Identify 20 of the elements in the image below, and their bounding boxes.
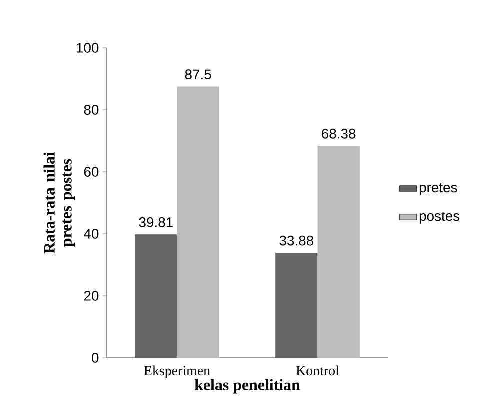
bar [177,86,220,358]
data-label: 39.81 [139,218,173,228]
x-tick-label: Kontrol [296,366,340,376]
y-tick-label: 60 [84,167,99,177]
bar [318,146,360,358]
y-tick-label: 40 [84,229,99,239]
y-tick-label: 20 [84,291,99,301]
y-tick-label: 0 [92,353,99,363]
y-axis-title: Rata-rata nilai pretes postes [44,152,76,254]
data-label: 68.38 [322,128,356,139]
y-tick-label: 100 [77,43,99,53]
data-label: 87.5 [185,70,212,80]
legend-label: pretes [420,183,458,196]
data-label: 33.88 [280,236,314,246]
x-tick-label: Eksperimen [144,366,210,378]
y-tick-label: 80 [84,105,99,115]
legend-label: postes [420,212,460,224]
x-axis-title: kelas penelitian [194,379,300,394]
bar [276,252,318,358]
bar [135,234,178,358]
